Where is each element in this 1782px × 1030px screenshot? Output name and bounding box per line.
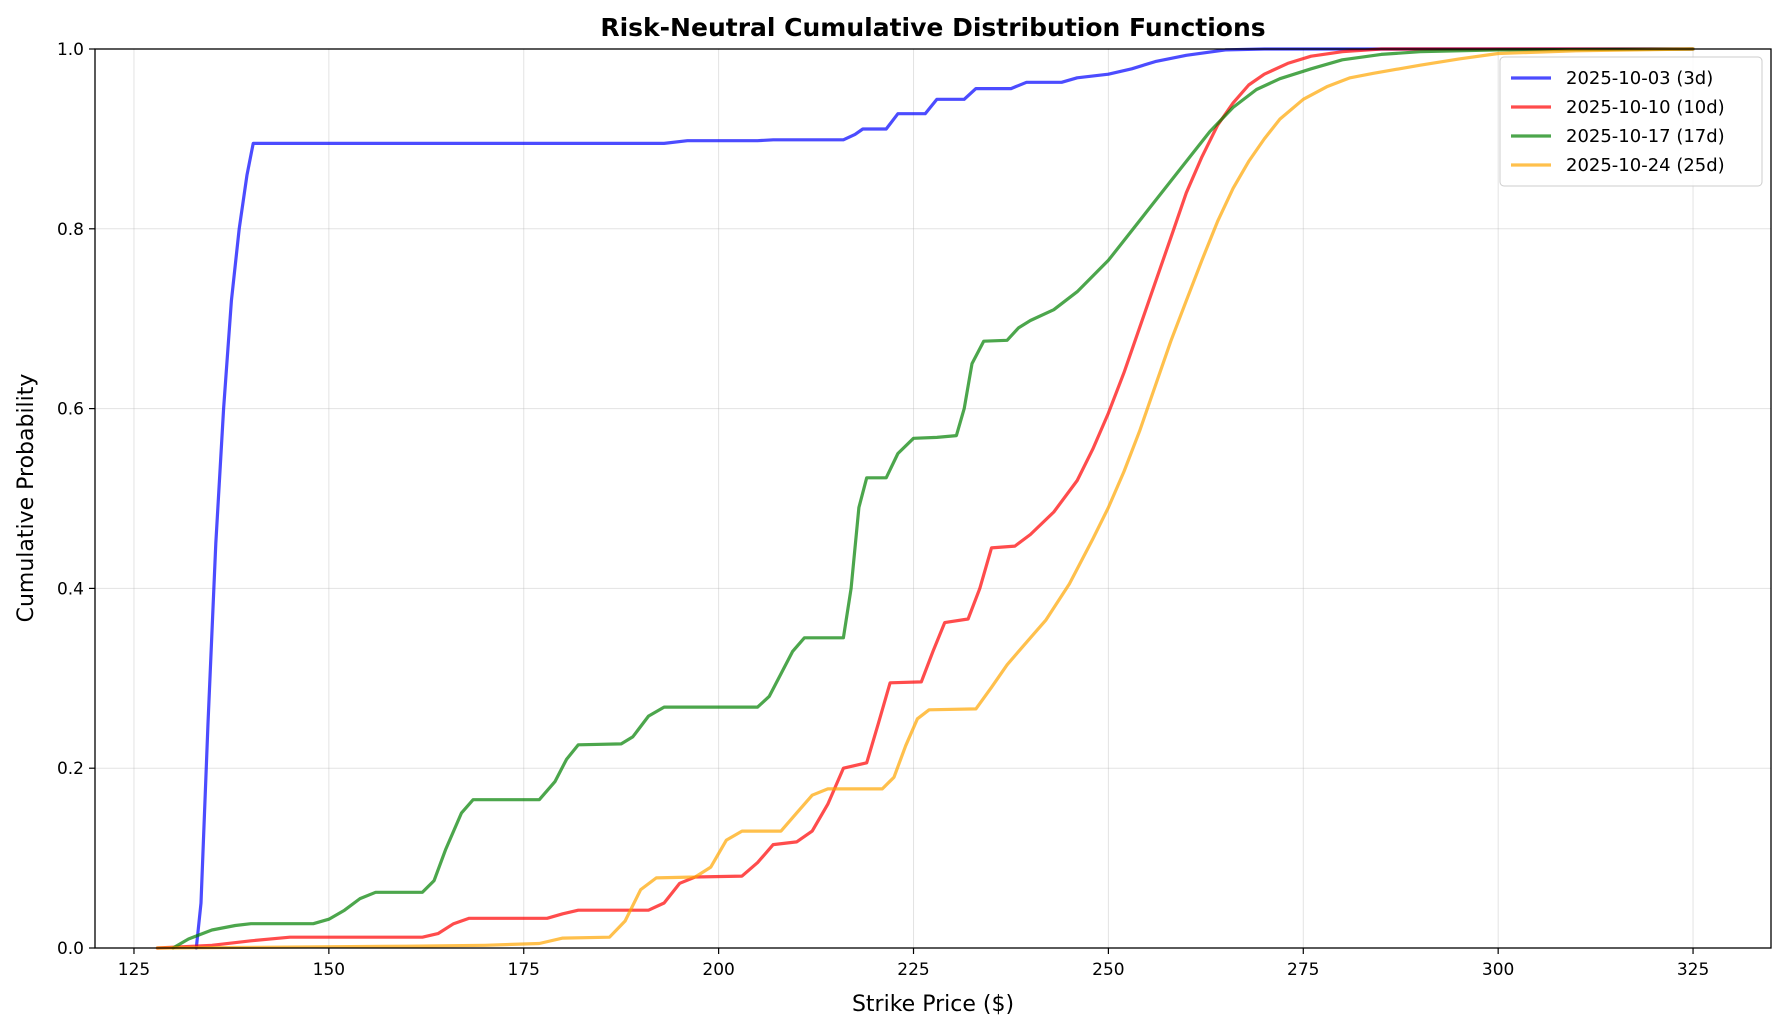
plot-frame: [94, 48, 1772, 949]
axis-ticks: 125 150 175 200 225 250 275 300 325 0.0 0.2 0.4 0.6 0…: [57, 40, 1709, 980]
x-tick-label: 300: [1482, 960, 1514, 980]
legend-label-4: 2025-10-24 (25d): [1566, 155, 1725, 176]
legend-label-3: 2025-10-17 (17d): [1566, 126, 1725, 147]
series-line-2: [155, 47, 1695, 950]
legend: 2025-10-03 (3d) 2025-10-10 (10d) 2025-10-1…: [1499, 56, 1763, 187]
x-tick-label: 150: [313, 960, 345, 980]
y-tick-label: 0.2: [57, 759, 84, 779]
series-lines: [155, 47, 1695, 950]
y-tick-label: 0.4: [57, 579, 84, 599]
y-tick-label: 1.0: [57, 40, 84, 60]
y-tick-label: 0.0: [57, 939, 84, 959]
legend-label-2: 2025-10-10 (10d): [1566, 97, 1725, 118]
x-tick-label: 200: [702, 960, 734, 980]
y-axis-label: Cumulative Probability: [14, 374, 39, 623]
y-tick-label: 0.8: [57, 220, 84, 240]
series-line-3: [171, 47, 1695, 950]
legend-box: [1499, 56, 1763, 187]
x-tick-label: 225: [897, 960, 929, 980]
y-tick-label: 0.6: [57, 400, 84, 420]
x-tick-label: 275: [1287, 960, 1319, 980]
x-tick-label: 250: [1092, 960, 1124, 980]
series-line-1: [194, 47, 1695, 950]
x-tick-label: 325: [1677, 960, 1709, 980]
legend-label-1: 2025-10-03 (3d): [1566, 68, 1713, 89]
x-tick-label: 175: [508, 960, 540, 980]
x-tick-label: 125: [118, 960, 150, 980]
x-axis-label: Strike Price ($): [852, 992, 1014, 1017]
series-line-4: [155, 47, 1695, 950]
chart-title: Risk-Neutral Cumulative Distribution Fun…: [600, 13, 1265, 42]
